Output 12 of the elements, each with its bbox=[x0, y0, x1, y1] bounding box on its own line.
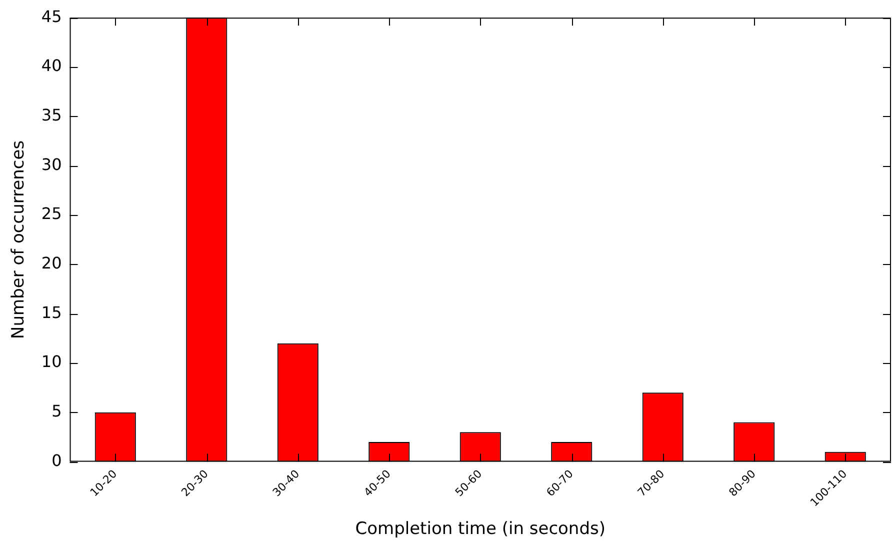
y-tick-label: 35 bbox=[41, 105, 62, 124]
y-axis-title: Number of occurrences bbox=[8, 140, 29, 339]
y-tick-label: 5 bbox=[52, 402, 62, 421]
y-tick-label: 30 bbox=[41, 154, 62, 174]
y-tick-label: 40 bbox=[41, 56, 62, 76]
y-tick-label: 45 bbox=[41, 6, 62, 26]
y-tick-label: 25 bbox=[41, 204, 62, 224]
y-tick-label: 15 bbox=[41, 302, 62, 322]
x-axis-title: Completion time (in seconds) bbox=[355, 519, 606, 540]
y-tick-label: 10 bbox=[41, 352, 62, 372]
y-tick-label: 20 bbox=[41, 254, 62, 273]
y-tick-label: 0 bbox=[52, 450, 62, 470]
